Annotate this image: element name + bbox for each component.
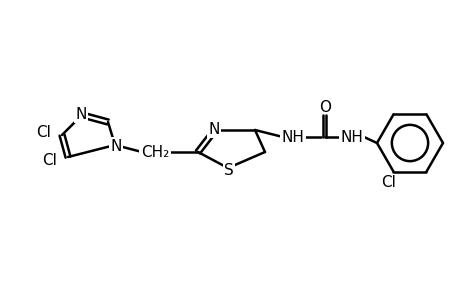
Text: Cl: Cl: [43, 152, 57, 167]
Text: NH: NH: [281, 130, 304, 145]
Text: N: N: [75, 106, 86, 122]
Text: Cl: Cl: [380, 175, 395, 190]
Text: S: S: [224, 163, 233, 178]
Text: N: N: [208, 122, 219, 136]
Text: CH₂: CH₂: [140, 145, 169, 160]
Text: NH: NH: [340, 130, 363, 145]
Text: O: O: [318, 100, 330, 115]
Text: N: N: [110, 139, 122, 154]
Text: Cl: Cl: [36, 124, 51, 140]
